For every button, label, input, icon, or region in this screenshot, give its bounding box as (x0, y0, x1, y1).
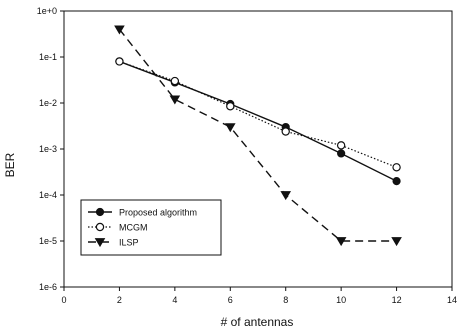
legend-item: Proposed algorithm (88, 208, 197, 218)
x-tick-label: 14 (447, 295, 457, 305)
y-tick-label: 1e-3 (39, 144, 57, 154)
y-tick-label: 1e+0 (37, 6, 57, 16)
legend-label: Proposed algorithm (119, 208, 197, 218)
y-axis-ticks: 1e-6 1e-5 1e-4 1e-3 1e-2 1e-1 1e+0 (37, 6, 64, 292)
data-point (280, 191, 292, 201)
series-layer (114, 25, 402, 247)
legend: Proposed algorithm MCGM ILSP (80, 199, 222, 256)
data-point (392, 177, 401, 186)
y-tick-label: 1e-5 (39, 236, 57, 246)
legend-item: MCGM (88, 223, 148, 233)
x-tick-label: 0 (61, 295, 66, 305)
x-tick-label: 10 (336, 295, 346, 305)
data-point (115, 57, 124, 66)
series-mcgm (115, 57, 401, 172)
data-point (391, 237, 402, 247)
x-tick-label: 2 (117, 295, 122, 305)
data-point (114, 25, 125, 35)
x-tick-label: 4 (172, 295, 177, 305)
y-tick-label: 1e-2 (39, 98, 57, 108)
data-point (224, 123, 236, 133)
data-point (94, 238, 106, 248)
data-point (336, 141, 346, 150)
series-line (119, 60, 397, 182)
series-line (118, 28, 397, 242)
legend-label: ILSP (119, 238, 139, 248)
series-ilsp (114, 25, 402, 247)
legend-box (80, 199, 222, 256)
data-point (95, 207, 105, 217)
x-tick-label: 12 (392, 295, 402, 305)
y-tick-label: 1e-1 (39, 52, 57, 62)
series-proposed-algorithm (115, 57, 401, 186)
y-tick-label: 1e-6 (39, 282, 57, 292)
y-axis-label: BER (3, 152, 17, 177)
data-point (226, 102, 235, 111)
data-point (170, 76, 180, 86)
x-tick-label: 6 (228, 295, 233, 305)
data-point (337, 149, 346, 158)
y-tick-label: 1e-4 (39, 190, 57, 200)
data-point (392, 163, 401, 172)
data-point (335, 237, 347, 247)
legend-label: MCGM (119, 223, 148, 233)
data-point (169, 95, 181, 105)
data-point (281, 127, 290, 136)
x-axis-ticks: 0 2 4 6 8 10 12 14 (61, 287, 457, 305)
x-tick-label: 8 (283, 295, 288, 305)
legend-item: ILSP (88, 238, 139, 248)
data-point (95, 222, 105, 232)
x-axis-label: # of antennas (221, 315, 294, 329)
